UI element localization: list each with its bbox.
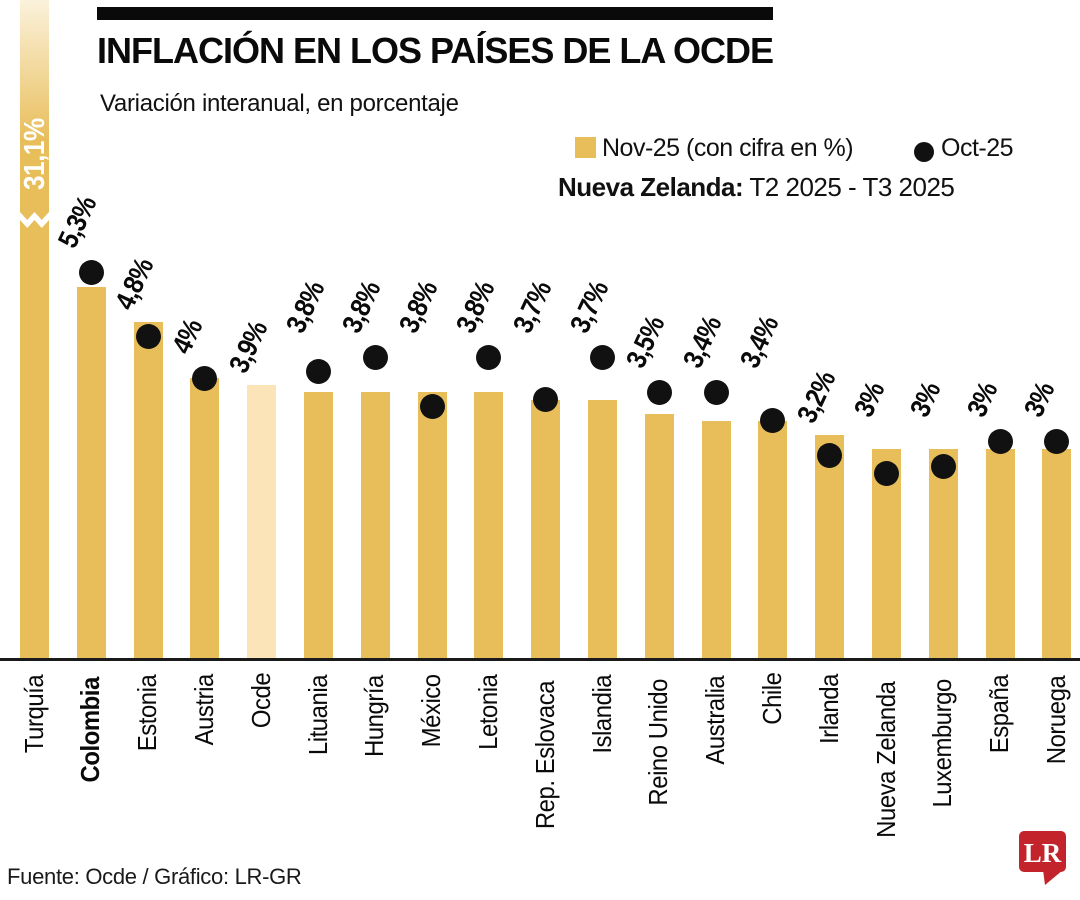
legend-nov-swatch <box>575 137 596 158</box>
oct-dot-islandia <box>590 344 615 370</box>
value-label-reino-unido: 3,5% <box>620 311 671 373</box>
bar-austria <box>190 378 220 661</box>
country-label-colombia: Colombia <box>75 677 106 783</box>
bar-ocde <box>247 385 277 661</box>
bar-luxemburgo <box>928 448 958 661</box>
bar-irlanda <box>815 434 845 661</box>
value-label-noruega: 3% <box>1017 377 1061 422</box>
country-label-mexico: México <box>416 674 447 748</box>
bar-mexico <box>417 392 447 661</box>
country-label-ocde: Ocde <box>245 672 276 729</box>
legend-oct-dot-icon <box>914 142 934 162</box>
bar-turquia <box>20 0 49 661</box>
country-label-chile: Chile <box>756 672 787 725</box>
axis-break-zigzag <box>20 212 49 228</box>
oct-dot-austria <box>192 365 218 391</box>
country-label-nueva-zelanda: Nueva Zelanda <box>870 681 901 838</box>
oct-dot-luxemburgo <box>930 453 956 479</box>
note-period: T2 2025 - T3 2025 <box>743 172 955 202</box>
value-label-irlanda: 3,2% <box>790 366 841 428</box>
value-label-letonia: 3,8% <box>449 276 501 338</box>
country-label-espana: España <box>984 674 1015 754</box>
x-axis-line <box>0 658 1080 661</box>
chart-title: INFLACIÓN EN LOS PAÍSES DE LA OCDE <box>97 30 774 71</box>
country-label-letonia: Letonia <box>472 674 503 750</box>
bar-hungria <box>360 392 390 661</box>
value-label-turquia: 31,1% <box>18 118 51 190</box>
bar-letonia <box>474 392 504 661</box>
country-label-austria: Austria <box>188 674 219 746</box>
oct-dot-mexico <box>419 394 445 420</box>
oct-dot-irlanda <box>817 443 843 469</box>
oct-dot-chile <box>760 408 786 434</box>
oct-dot-lituania <box>306 358 331 384</box>
bar-colombia <box>76 286 106 661</box>
oct-dot-rep-eslovaca <box>533 387 559 413</box>
value-label-nueva-zelanda: 3% <box>847 377 890 422</box>
value-label-colombia: 5,3% <box>52 191 103 253</box>
value-label-austria: 4% <box>165 314 209 359</box>
oct-dot-hungria <box>362 344 388 370</box>
value-label-australia: 3,4% <box>676 311 728 373</box>
chart-subtitle: Variación interanual, en porcentaje <box>100 90 459 117</box>
source-credit: Fuente: Ocde / Gráfico: LR-GR <box>7 864 302 889</box>
bar-australia <box>701 420 731 661</box>
bar-chile <box>758 420 788 661</box>
oct-dot-espana <box>987 429 1013 455</box>
value-label-espana: 3% <box>960 377 1004 422</box>
country-label-estonia: Estonia <box>132 674 163 752</box>
value-label-mexico: 3,8% <box>392 276 444 338</box>
value-label-rep-eslovaca: 3,7% <box>506 276 557 338</box>
value-label-ocde: 3,9% <box>222 317 273 378</box>
oct-dot-estonia <box>135 323 161 349</box>
country-label-islandia: Islandia <box>586 674 617 754</box>
note-country: Nueva Zelanda: <box>558 172 744 202</box>
bar-rep-eslovaca <box>531 399 561 661</box>
value-label-estonia: 4,8% <box>108 253 160 315</box>
lr-logo: LR <box>1019 831 1066 885</box>
country-label-rep-eslovaca: Rep. Eslovaca <box>529 680 560 830</box>
legend-note: Nueva Zelanda: T2 2025 - T3 2025 <box>558 172 955 203</box>
country-label-reino-unido: Reino Unido <box>643 679 674 806</box>
country-label-irlanda: Irlanda <box>813 674 844 744</box>
bar-espana <box>985 448 1015 661</box>
oct-dot-noruega <box>1044 429 1070 455</box>
legend-oct-label: Oct-25 <box>941 134 1014 162</box>
value-label-lituania: 3,8% <box>279 276 330 338</box>
value-label-luxemburgo: 3% <box>904 377 947 422</box>
bar-lituania <box>304 392 333 661</box>
oct-dot-australia <box>703 379 729 405</box>
legend-nov-label: Nov-25 (con cifra en %) <box>602 134 854 162</box>
oct-dot-nueva-zelanda <box>874 460 899 486</box>
bar-estonia <box>133 322 163 661</box>
oct-dot-colombia <box>78 260 104 286</box>
oct-dot-letonia <box>476 344 502 370</box>
value-label-hungria: 3,8% <box>336 276 387 338</box>
bar-noruega <box>1042 448 1072 661</box>
lr-logo-tail <box>1043 870 1063 885</box>
country-label-lituania: Lituania <box>302 674 333 756</box>
country-label-turquia: Turquía <box>18 674 49 754</box>
bar-islandia <box>588 399 617 661</box>
value-label-islandia: 3,7% <box>563 276 614 338</box>
country-label-luxemburgo: Luxemburgo <box>927 679 958 808</box>
bar-reino-unido <box>644 413 674 661</box>
lr-logo-text: LR <box>1024 838 1062 868</box>
lr-logo-bubble <box>1019 831 1066 872</box>
oct-dot-reino-unido <box>646 379 672 405</box>
country-label-hungria: Hungría <box>359 675 390 757</box>
country-label-noruega: Noruega <box>1040 675 1071 765</box>
title-rule <box>97 7 773 20</box>
value-label-chile: 3,4% <box>733 311 785 373</box>
country-label-australia: Australia <box>700 675 731 765</box>
